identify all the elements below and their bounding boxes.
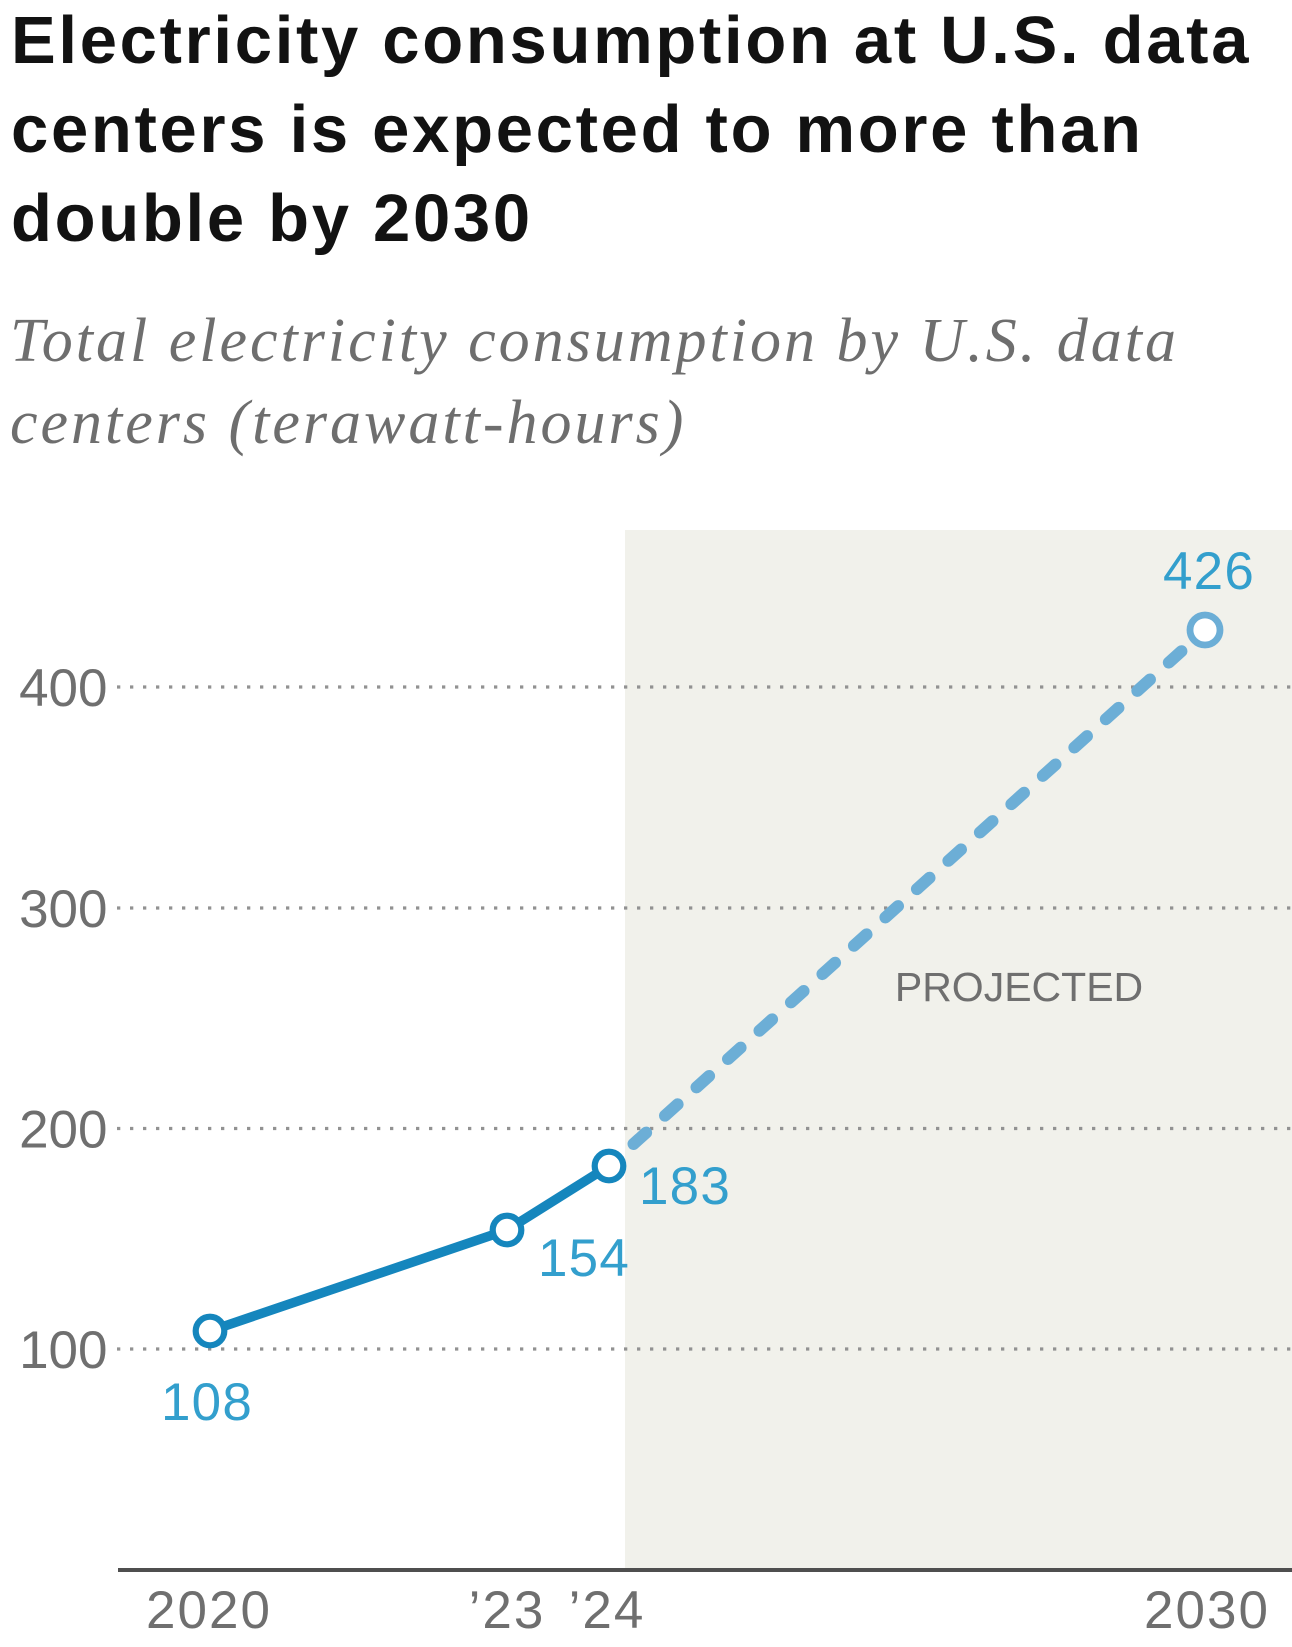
svg-text:100: 100 xyxy=(19,1321,107,1380)
svg-text:183: 183 xyxy=(639,1157,731,1216)
svg-text:PROJECTED: PROJECTED xyxy=(895,964,1143,1010)
svg-text:400: 400 xyxy=(19,659,107,718)
svg-text:426: 426 xyxy=(1163,542,1255,601)
svg-text:154: 154 xyxy=(538,1229,630,1288)
svg-text:300: 300 xyxy=(19,880,107,939)
svg-text:108: 108 xyxy=(161,1373,253,1432)
svg-text:2020: 2020 xyxy=(146,1581,272,1640)
svg-text:’23: ’23 xyxy=(469,1581,546,1640)
svg-text:2030: 2030 xyxy=(1144,1581,1270,1640)
svg-text:’24: ’24 xyxy=(569,1581,646,1640)
svg-text:200: 200 xyxy=(19,1101,107,1160)
